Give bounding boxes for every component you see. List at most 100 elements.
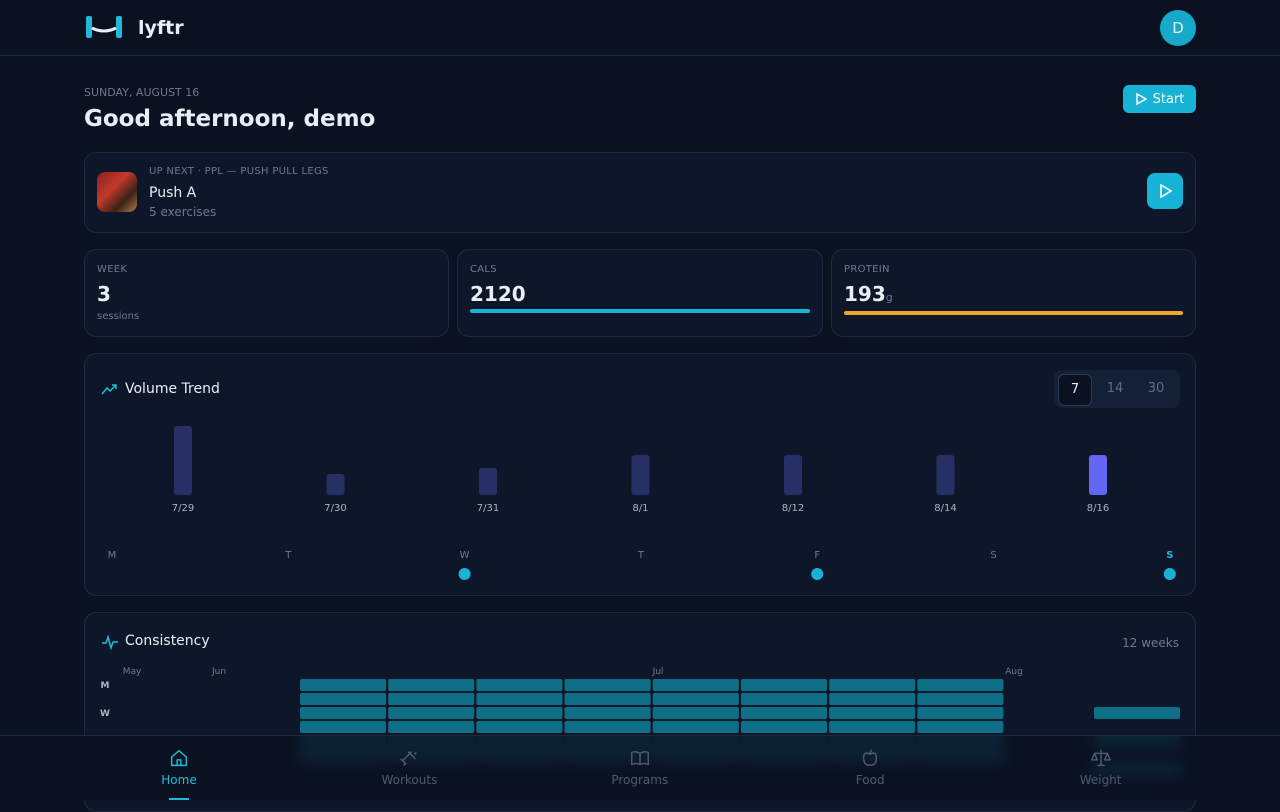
up-next-card[interactable]: UP NEXT · PPL — PUSH PULL LEGS Push A 5 … xyxy=(84,152,1196,233)
volume-bar xyxy=(784,455,802,495)
session-dot xyxy=(811,568,824,580)
range-option[interactable]: 30 xyxy=(1147,381,1165,396)
weekday-label: T xyxy=(284,550,292,561)
nav-label[interactable]: Home xyxy=(161,773,197,787)
card-title: Volume Trend xyxy=(125,381,220,397)
bottom-nav: Home Workouts Programs Food Weight xyxy=(0,735,1280,800)
stat-value: 193g xyxy=(844,282,893,306)
month-label: May xyxy=(123,667,142,677)
heat-cell xyxy=(829,693,916,705)
nav-icon xyxy=(863,749,878,767)
heat-cell xyxy=(652,679,739,691)
volume-bar xyxy=(479,468,497,495)
stat-number: 193 xyxy=(844,282,886,306)
start-button[interactable]: Start xyxy=(1123,85,1196,113)
stat-note: sessions xyxy=(97,311,140,322)
day-label: M xyxy=(101,681,110,691)
heat-cell xyxy=(388,693,475,705)
stat-label: CALS xyxy=(470,264,497,275)
stat-label: WEEK xyxy=(97,264,128,275)
nav-label[interactable]: Food xyxy=(855,773,885,787)
heat-cell xyxy=(476,679,563,691)
pulse-icon xyxy=(102,634,118,650)
card-title: Consistency xyxy=(125,633,210,649)
date-label: 8/16 xyxy=(1087,503,1109,514)
heat-cell xyxy=(652,693,739,705)
heat-cell xyxy=(917,679,1004,691)
date: SUNDAY, AUGUST 16 xyxy=(84,86,200,99)
icon-path xyxy=(400,751,418,766)
greeting: Good afternoon, demo xyxy=(84,106,376,132)
play-icon xyxy=(1160,184,1172,198)
heat-cell xyxy=(741,693,827,705)
heat-cell xyxy=(741,679,827,691)
icon-path xyxy=(863,749,878,767)
heat-cell xyxy=(564,721,651,733)
volume-bar xyxy=(936,455,955,495)
heat-cell xyxy=(300,721,386,733)
icon-path xyxy=(630,751,649,766)
heat-cell xyxy=(917,693,1004,705)
heat-cell xyxy=(1094,707,1180,719)
workout-thumbnail xyxy=(97,172,137,212)
date-label: 8/14 xyxy=(934,503,956,514)
heat-cell xyxy=(300,679,386,691)
range-option[interactable]: 7 xyxy=(1058,374,1092,406)
play-button[interactable] xyxy=(1147,173,1183,209)
heat-cell xyxy=(388,679,475,691)
date-label: 8/1 xyxy=(632,503,648,514)
heat-cell xyxy=(564,693,651,705)
weekday-label: F xyxy=(814,550,820,561)
progress-bar xyxy=(470,309,810,313)
stat-value: 2120 xyxy=(470,282,526,306)
date-label: 7/29 xyxy=(172,503,194,514)
nav-label[interactable]: Weight xyxy=(1079,773,1122,787)
play-icon xyxy=(1135,93,1147,105)
heat-cell xyxy=(300,693,386,705)
nav-icon xyxy=(170,749,188,767)
nav-indicator xyxy=(169,798,189,800)
day-label: W xyxy=(100,709,110,719)
heat-cell xyxy=(300,707,386,719)
avatar[interactable]: D xyxy=(1160,10,1196,46)
date-label: 8/12 xyxy=(782,503,804,514)
weekday-label: M xyxy=(108,550,117,561)
workout-subtitle: 5 exercises xyxy=(149,205,217,219)
range-selector: 7 14 30 xyxy=(1054,370,1180,408)
session-dot xyxy=(1163,568,1176,580)
stat-card: PROTEIN 193g xyxy=(831,249,1196,337)
weekday-label: S xyxy=(990,550,996,561)
heat-cell xyxy=(564,679,651,691)
heat-cell xyxy=(917,721,1004,733)
date-label: 7/31 xyxy=(477,503,499,514)
stat-label: PROTEIN xyxy=(844,264,890,275)
heat-cell xyxy=(476,693,563,705)
heat-cell xyxy=(829,679,916,691)
nav-label[interactable]: Programs xyxy=(611,773,669,787)
heat-cell xyxy=(652,707,739,719)
heat-cell xyxy=(476,707,563,719)
nav-icon xyxy=(1090,749,1111,767)
weekday-label: S xyxy=(1166,550,1173,561)
icon-path xyxy=(1090,749,1111,767)
volume-bar xyxy=(631,455,650,495)
month-label: Jul xyxy=(652,667,664,677)
weekday-label: W xyxy=(460,550,470,561)
heat-cell xyxy=(741,721,827,733)
nav-icon xyxy=(400,751,418,766)
top-bar: lyftr D xyxy=(0,0,1280,56)
month-label: Jun xyxy=(211,667,226,677)
volume-chart: 7/29 7/30 7/31 8/1 8/12 8/14 8/16 M T W T F S S xyxy=(108,426,1176,580)
volume-card: Volume Trend 7 14 30 7/29 7/30 7/31 8/1 8/12 8/… xyxy=(84,353,1196,596)
volume-bar xyxy=(326,474,345,495)
volume-bar xyxy=(1089,455,1107,495)
heat-cell xyxy=(388,707,475,719)
stat-card: WEEK 3 sessions xyxy=(84,249,449,337)
icon-path xyxy=(170,749,188,767)
nav-label[interactable]: Workouts xyxy=(381,773,438,787)
period: 12 weeks xyxy=(1122,636,1179,650)
range-option[interactable]: 14 xyxy=(1106,381,1124,396)
heat-cell xyxy=(388,721,475,733)
heat-cell xyxy=(652,721,739,733)
